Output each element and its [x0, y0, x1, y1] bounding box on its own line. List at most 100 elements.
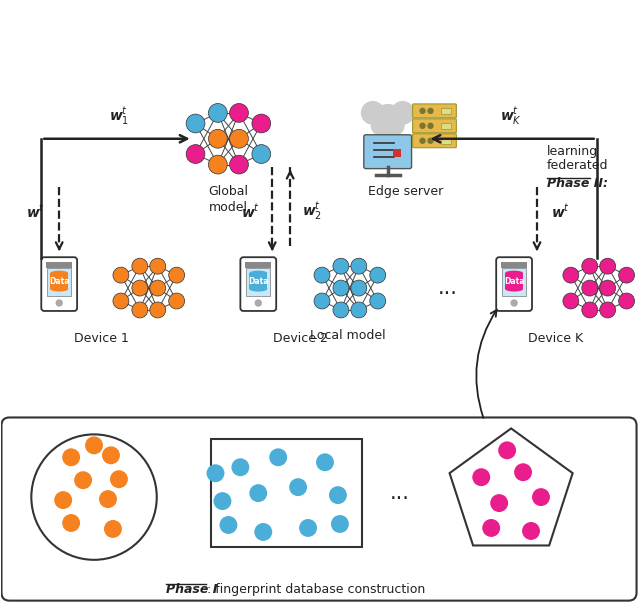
Bar [250, 273, 268, 289]
Text: Device 1: Device 1 [74, 332, 129, 345]
Circle shape [490, 494, 508, 512]
Text: Data: Data [504, 276, 524, 285]
Circle shape [619, 267, 634, 283]
Bar [501, 262, 527, 268]
Circle shape [333, 302, 349, 318]
Circle shape [532, 488, 550, 506]
Circle shape [209, 129, 227, 148]
Text: $\boldsymbol{w}_K^t$: $\boldsymbol{w}_K^t$ [500, 105, 522, 127]
Text: learning: learning [547, 145, 598, 158]
Ellipse shape [505, 287, 523, 291]
Circle shape [600, 302, 616, 318]
Circle shape [522, 522, 540, 540]
Circle shape [113, 267, 129, 283]
Circle shape [582, 302, 598, 318]
Circle shape [207, 464, 225, 482]
Circle shape [85, 436, 103, 454]
Circle shape [370, 293, 386, 309]
FancyBboxPatch shape [1, 418, 637, 601]
Text: $\boldsymbol{w}^t$: $\boldsymbol{w}^t$ [241, 202, 260, 220]
Text: $\boldsymbol{w}_1^t$: $\boldsymbol{w}_1^t$ [109, 105, 129, 127]
Circle shape [62, 448, 80, 466]
Circle shape [333, 280, 349, 296]
Circle shape [331, 515, 349, 533]
FancyBboxPatch shape [364, 135, 412, 168]
Circle shape [255, 300, 261, 306]
Text: Phase I: Phase I [166, 583, 217, 596]
Circle shape [351, 280, 367, 296]
Bar [393, 148, 401, 157]
FancyBboxPatch shape [496, 257, 532, 311]
Circle shape [113, 293, 129, 309]
Circle shape [269, 448, 287, 466]
Text: $\boldsymbol{w}_2^t$: $\boldsymbol{w}_2^t$ [302, 201, 323, 222]
Circle shape [209, 155, 227, 174]
Circle shape [99, 490, 117, 508]
Circle shape [316, 453, 334, 471]
Ellipse shape [51, 287, 68, 291]
Circle shape [62, 514, 80, 532]
Circle shape [214, 492, 232, 510]
Circle shape [371, 116, 390, 136]
Circle shape [385, 116, 404, 136]
Text: Global
model: Global model [209, 185, 248, 213]
FancyBboxPatch shape [413, 134, 456, 148]
Text: Data: Data [248, 276, 269, 285]
Text: Local model: Local model [310, 329, 386, 342]
Circle shape [563, 267, 579, 283]
Circle shape [600, 258, 616, 274]
Circle shape [230, 104, 248, 122]
Circle shape [232, 458, 250, 476]
Circle shape [110, 470, 128, 488]
Circle shape [428, 108, 433, 113]
Bar [245, 262, 271, 268]
Circle shape [563, 293, 579, 309]
Circle shape [230, 129, 248, 148]
Text: Edge server: Edge server [368, 185, 444, 198]
Circle shape [102, 447, 120, 464]
Text: $\boldsymbol{w}^t$: $\boldsymbol{w}^t$ [26, 202, 45, 220]
Circle shape [511, 300, 517, 306]
Circle shape [351, 258, 367, 274]
Circle shape [361, 101, 385, 125]
Circle shape [209, 104, 227, 122]
Bar [46, 262, 72, 268]
Circle shape [314, 267, 330, 283]
FancyBboxPatch shape [42, 257, 77, 311]
Text: Device 2: Device 2 [273, 332, 328, 345]
Bar [442, 108, 451, 114]
Text: ...: ... [438, 278, 458, 298]
Circle shape [600, 280, 616, 296]
Text: Device K: Device K [529, 332, 584, 345]
Polygon shape [449, 428, 573, 545]
Circle shape [169, 293, 184, 309]
Circle shape [514, 463, 532, 481]
Circle shape [186, 114, 205, 133]
Circle shape [370, 267, 386, 283]
Circle shape [329, 486, 347, 504]
Circle shape [132, 302, 148, 318]
Text: Phase II:: Phase II: [547, 176, 608, 190]
Circle shape [351, 302, 367, 318]
Text: $\boldsymbol{w}^t$: $\boldsymbol{w}^t$ [551, 202, 570, 220]
Bar [51, 273, 68, 289]
Circle shape [390, 101, 415, 125]
Bar [502, 268, 526, 296]
Circle shape [619, 293, 634, 309]
Circle shape [483, 519, 500, 537]
Circle shape [299, 519, 317, 537]
Circle shape [420, 108, 425, 113]
Bar [211, 439, 362, 547]
FancyBboxPatch shape [413, 104, 456, 118]
Circle shape [31, 435, 157, 560]
Circle shape [54, 491, 72, 509]
Text: federated: federated [547, 159, 609, 171]
Circle shape [250, 484, 268, 502]
Circle shape [372, 104, 404, 136]
Bar [442, 138, 451, 144]
Circle shape [74, 471, 92, 489]
Circle shape [582, 258, 598, 274]
Circle shape [132, 280, 148, 296]
FancyBboxPatch shape [413, 119, 456, 133]
Ellipse shape [250, 287, 268, 291]
